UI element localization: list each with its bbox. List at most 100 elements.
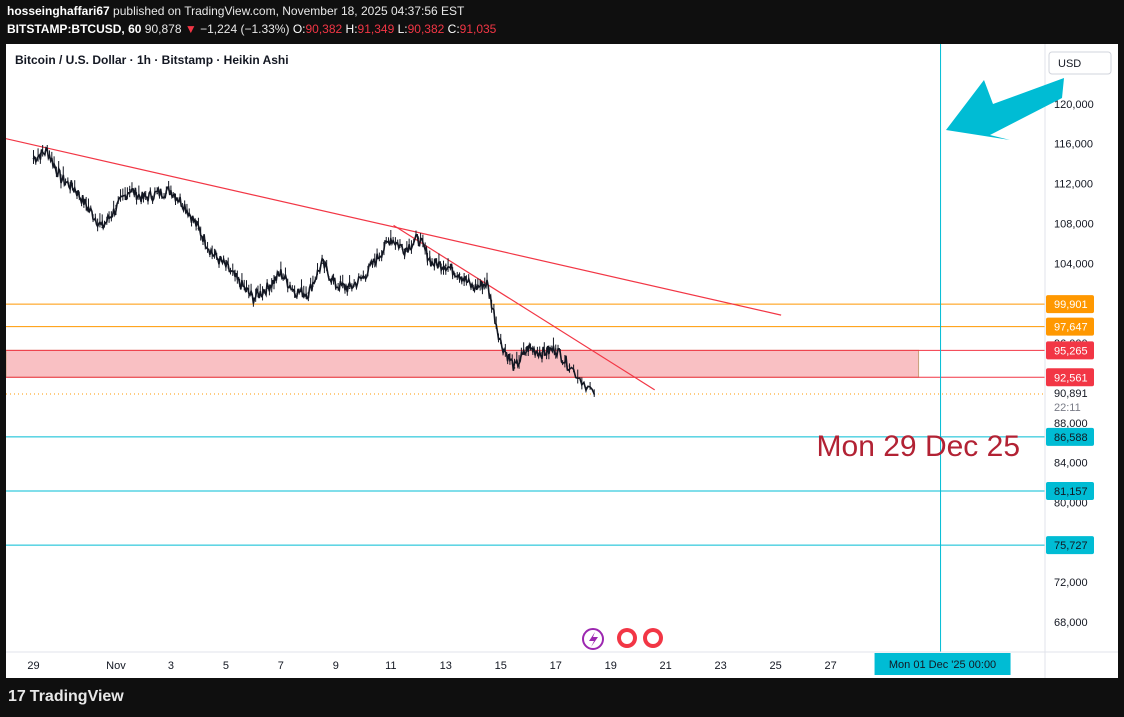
data-point <box>293 290 296 292</box>
currency-label: USD <box>1058 58 1081 70</box>
low-value: 90,382 <box>407 22 445 36</box>
data-point <box>376 257 378 260</box>
data-point <box>527 347 530 349</box>
y-tick-label: 104,000 <box>1054 258 1094 270</box>
us-flag-icon-inner <box>647 632 659 644</box>
y-tick-label: 120,000 <box>1054 99 1094 111</box>
data-point <box>568 365 571 367</box>
chart-frame[interactable]: 124,000120,000116,000112,000108,000104,0… <box>6 44 1118 678</box>
us-flag-icon-inner <box>621 632 633 644</box>
price-tag-bg <box>1046 341 1094 360</box>
data-point <box>362 276 365 279</box>
date-annotation[interactable]: Mon 29 Dec 25 <box>817 430 1020 463</box>
crosshair-time-tag[interactable]: Mon 01 Dec '25 00:00 <box>874 653 1011 675</box>
bar-countdown: 22:11 <box>1054 402 1081 414</box>
data-point <box>390 237 392 240</box>
author-name[interactable]: hosseinghaffari67 <box>7 4 110 18</box>
price-tag[interactable]: 97,647 <box>1046 317 1094 336</box>
y-tick-label: 68,000 <box>1054 617 1088 629</box>
published-text: published on TradingView.com, November 1… <box>113 4 465 18</box>
data-point <box>431 262 433 265</box>
price-tag[interactable]: 81,157 <box>1046 481 1094 500</box>
x-tick-label: 3 <box>168 660 174 672</box>
x-tick-label: 13 <box>440 660 452 672</box>
tradingview-logo[interactable]: 17 TradingView <box>8 688 124 706</box>
data-point <box>225 265 227 268</box>
data-point <box>513 367 516 369</box>
x-tick-label: 9 <box>333 660 339 672</box>
data-point <box>115 207 117 210</box>
data-point <box>472 287 475 289</box>
price-tag[interactable]: 99,901 <box>1046 295 1094 314</box>
price-chart[interactable]: 124,000120,000116,000112,000108,000104,0… <box>6 44 1118 678</box>
data-point <box>554 348 557 350</box>
y-tick-label: 108,000 <box>1054 218 1094 230</box>
data-point <box>321 262 323 265</box>
x-tick-label: 29 <box>27 660 39 672</box>
currency-button[interactable]: USD <box>1048 51 1112 75</box>
data-point <box>73 187 76 190</box>
data-point <box>335 284 337 287</box>
symbol: BITSTAMP:BTCUSD, 60 <box>7 22 142 36</box>
price-tag-bg <box>1046 295 1094 314</box>
event-icons[interactable] <box>582 628 663 650</box>
high-label: H: <box>345 22 358 36</box>
price-tag-bg <box>1046 427 1094 446</box>
price-tag-bg <box>1046 317 1094 336</box>
data-point <box>211 252 213 255</box>
price-tag-label: 81,157 <box>1054 486 1088 498</box>
x-tick-label: 23 <box>715 660 727 672</box>
data-point <box>458 273 461 276</box>
y-tick-label: 84,000 <box>1054 458 1088 470</box>
supply-zone[interactable] <box>6 349 920 378</box>
last-price: 90,878 <box>144 22 182 36</box>
x-tick-label: 17 <box>550 660 562 672</box>
data-point <box>593 393 596 395</box>
data-point <box>46 149 49 152</box>
price-tag-label: 99,901 <box>1054 299 1088 311</box>
x-tick-label: 5 <box>223 660 229 672</box>
trendline[interactable] <box>6 138 782 316</box>
price-tag[interactable]: 75,727 <box>1046 536 1094 555</box>
price-tag[interactable]: 86,588 <box>1046 427 1094 446</box>
data-point <box>541 352 543 354</box>
y-tick-label: 116,000 <box>1054 139 1093 151</box>
data-point <box>266 287 268 289</box>
open-label: O: <box>292 22 306 36</box>
brand-name: TradingView <box>29 688 124 705</box>
tradingview-logo-icon: 17 <box>8 688 26 705</box>
change-down-icon: ▼ <box>184 22 197 36</box>
price-tag-label: 97,647 <box>1054 322 1088 334</box>
data-point <box>403 248 406 251</box>
x-tick-label: 25 <box>770 660 782 672</box>
x-tick-label: 27 <box>824 660 836 672</box>
price-tag-bg <box>1046 536 1094 555</box>
lightning-bolt-glyph <box>589 632 598 647</box>
open-value: 90,382 <box>305 22 343 36</box>
y-tick-label: 80,000 <box>1054 497 1088 509</box>
data-point <box>252 297 255 299</box>
data-point <box>128 188 131 191</box>
annotation-arrow-icon[interactable] <box>946 78 1064 140</box>
price-tag[interactable]: 92,561 <box>1046 368 1094 387</box>
y-tick-label: 112,000 <box>1054 179 1093 191</box>
data-point <box>60 177 62 180</box>
y-tick-label: 88,000 <box>1054 418 1088 430</box>
price-tag-label: 86,588 <box>1054 432 1088 444</box>
x-tick-label: 21 <box>660 660 672 672</box>
close-label: C: <box>447 22 460 36</box>
high-value: 91,349 <box>357 22 395 36</box>
trendline[interactable] <box>393 224 656 391</box>
data-point <box>307 292 310 294</box>
x-tick-label: 7 <box>278 660 284 672</box>
price-change: −1,224 (−1.33%) <box>200 22 290 36</box>
price-tag[interactable]: 95,265 <box>1046 341 1094 360</box>
symbol-line: BITSTAMP:BTCUSD, 60 90,878 ▼ −1,224 (−1.… <box>7 22 496 36</box>
data-point <box>499 342 502 344</box>
publish-line: hosseinghaffari67 published on TradingVi… <box>7 4 464 18</box>
data-point <box>197 227 200 230</box>
last-price-label: 90,891 <box>1054 388 1088 400</box>
chart-title: Bitcoin / U.S. Dollar · 1h · Bitstamp · … <box>15 53 289 67</box>
crosshair-time-bg <box>874 653 1011 675</box>
crosshair-time-label: Mon 01 Dec '25 00:00 <box>889 659 996 671</box>
